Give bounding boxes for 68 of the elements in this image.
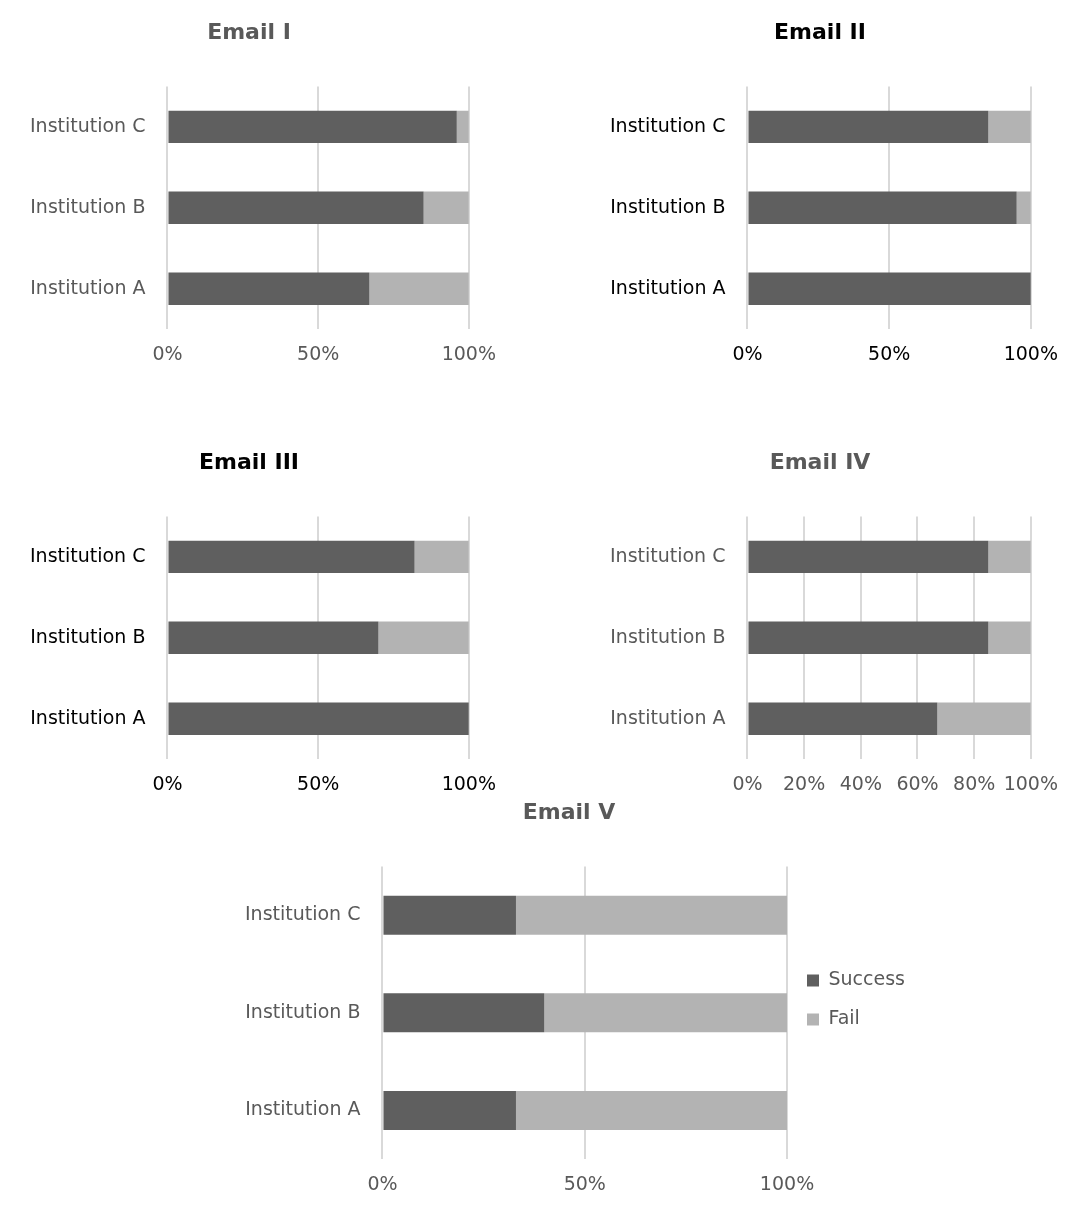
bar [369,272,469,305]
y-tick-label: Institution A [30,275,146,298]
bar [168,621,379,654]
y-tick-label: Institution B [245,999,361,1022]
y-tick-label: Institution C [30,113,146,136]
y-tick-label: Institution A [610,275,726,298]
bar [1016,191,1031,224]
y-tick-label: Institution A [610,705,726,728]
y-tick-label: Institution C [30,543,146,566]
x-tick-label: 100% [441,341,496,364]
bar [515,895,788,935]
chart-title: Email II [774,18,866,44]
x-tick-label: 50% [297,341,340,364]
y-tick-label: Institution C [610,543,726,566]
bar [383,895,516,935]
y-tick-label: Institution A [245,1097,361,1120]
bar [456,110,469,144]
x-tick-label: 0% [152,771,183,794]
bar [378,621,469,654]
y-tick-label: Institution B [610,624,726,647]
bar [748,702,938,735]
y-tick-label: Institution C [245,902,361,925]
bar [423,191,469,224]
x-tick-label: 100% [759,1171,815,1194]
x-tick-label: 0% [152,341,183,364]
chart-title: Email I [207,18,291,44]
bar [544,993,788,1033]
bar [168,110,457,144]
bar [168,702,469,735]
bar [988,110,1031,144]
bar [168,191,424,224]
x-tick-label: 50% [868,341,911,364]
bar [414,540,469,574]
bar [937,702,1031,735]
bar [748,110,989,144]
bar [168,540,415,574]
bar [748,272,1031,305]
y-tick-label: Institution B [30,624,146,647]
x-tick-label: 100% [1003,771,1058,794]
chart-title: Email V [522,798,616,824]
bar [383,1090,516,1130]
x-tick-label: 0% [732,341,763,364]
y-tick-label: Institution B [30,194,146,217]
y-tick-label: Institution B [610,194,726,217]
bar [383,993,545,1033]
x-tick-label: 60% [896,771,939,794]
bar [515,1090,788,1130]
x-tick-label: 50% [563,1171,606,1194]
x-tick-label: 100% [1003,341,1058,364]
x-tick-label: 50% [297,771,340,794]
bar [748,540,989,574]
x-tick-label: 0% [732,771,763,794]
x-tick-label: 40% [839,771,882,794]
y-tick-label: Institution A [30,705,146,728]
bar [748,191,1017,224]
x-tick-label: 80% [953,771,996,794]
x-tick-label: 100% [441,771,496,794]
bar [168,272,370,305]
bar [748,621,989,654]
legend-label: Fail [828,1006,860,1029]
x-tick-label: 0% [367,1171,398,1194]
y-tick-label: Institution C [610,113,726,136]
x-tick-label: 20% [783,771,826,794]
legend-label: Success [828,967,905,990]
bar [988,621,1031,654]
bar [988,540,1031,574]
chart-title: Email IV [769,448,871,474]
chart-title: Email III [198,448,300,474]
